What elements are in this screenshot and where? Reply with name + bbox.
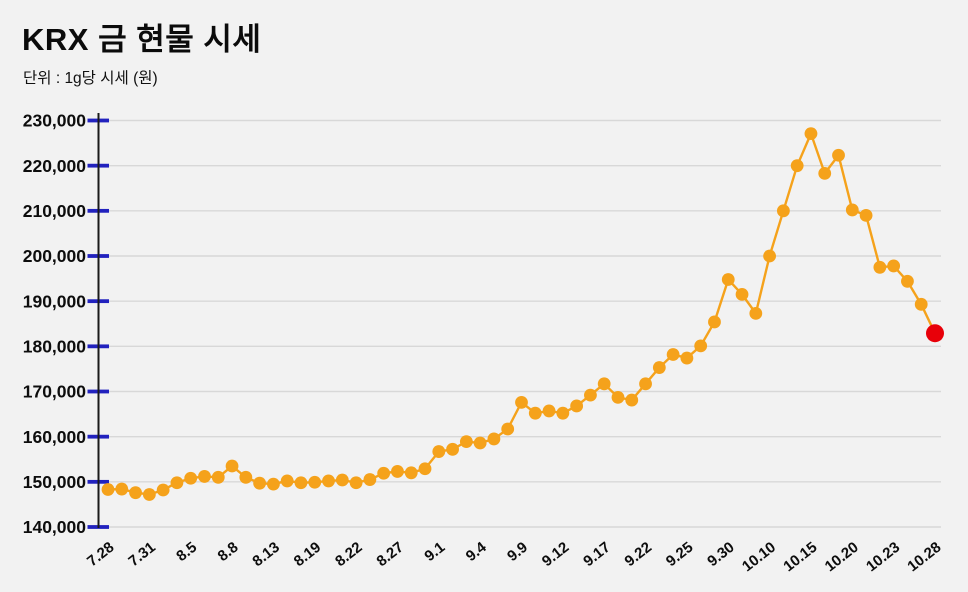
data-point bbox=[528, 406, 542, 420]
data-point bbox=[845, 203, 859, 217]
y-axis-label: 190,000 bbox=[23, 291, 87, 311]
data-point bbox=[708, 315, 721, 329]
data-point bbox=[198, 470, 211, 483]
data-point bbox=[901, 274, 914, 288]
x-axis-label: 10.23 bbox=[863, 539, 903, 576]
data-point bbox=[446, 442, 459, 456]
x-axis-label: 9.25 bbox=[663, 539, 696, 570]
y-axis-label: 200,000 bbox=[23, 246, 87, 266]
data-point bbox=[115, 482, 129, 496]
data-point bbox=[156, 483, 170, 497]
data-point bbox=[280, 474, 294, 488]
data-point bbox=[597, 377, 611, 391]
data-point bbox=[363, 473, 377, 486]
x-axis-label: 7.31 bbox=[125, 539, 158, 570]
latest-data-point bbox=[926, 324, 944, 343]
data-point bbox=[225, 459, 239, 473]
data-point bbox=[170, 476, 184, 490]
y-axis-label: 180,000 bbox=[23, 337, 87, 357]
data-point bbox=[501, 422, 515, 436]
data-point bbox=[142, 488, 156, 501]
data-point bbox=[239, 470, 253, 484]
x-axis-label: 8.13 bbox=[249, 539, 282, 570]
data-point bbox=[335, 473, 349, 487]
x-axis-label: 9.12 bbox=[539, 539, 572, 570]
data-point bbox=[721, 273, 735, 286]
data-point bbox=[349, 476, 363, 490]
data-point bbox=[914, 297, 928, 311]
data-point bbox=[404, 466, 418, 480]
data-point bbox=[625, 393, 639, 407]
data-point bbox=[294, 476, 308, 490]
data-point bbox=[887, 259, 901, 273]
data-point bbox=[391, 465, 404, 478]
y-axis-label: 220,000 bbox=[23, 156, 87, 176]
data-point bbox=[267, 477, 280, 491]
data-point bbox=[873, 260, 887, 274]
data-point bbox=[556, 406, 570, 420]
page-title: KRX 금 현물 시세 bbox=[22, 22, 262, 57]
x-axis-label: 10.20 bbox=[822, 539, 862, 576]
x-axis-label: 9.1 bbox=[421, 539, 448, 565]
data-point bbox=[101, 483, 115, 496]
x-axis-label: 10.15 bbox=[780, 539, 820, 576]
data-point bbox=[790, 159, 804, 173]
unit-label: 단위 : 1g당 시세 (원) bbox=[23, 70, 158, 87]
data-point bbox=[377, 466, 391, 480]
data-point bbox=[211, 470, 225, 484]
data-point bbox=[308, 475, 322, 489]
x-axis-label: 10.10 bbox=[739, 539, 779, 576]
x-axis-label: 9.17 bbox=[580, 539, 613, 570]
data-point bbox=[487, 432, 501, 446]
data-point bbox=[515, 395, 528, 409]
data-point bbox=[804, 127, 818, 140]
data-point bbox=[694, 339, 708, 353]
data-point bbox=[322, 474, 335, 488]
data-point bbox=[776, 204, 790, 218]
price-line bbox=[106, 132, 937, 496]
data-point bbox=[652, 361, 666, 374]
data-point bbox=[749, 306, 763, 320]
data-point bbox=[639, 377, 652, 391]
data-point bbox=[611, 390, 625, 404]
data-point bbox=[584, 388, 597, 402]
y-axis-label: 160,000 bbox=[23, 427, 87, 447]
data-point bbox=[859, 208, 873, 222]
y-axis-label: 170,000 bbox=[23, 382, 87, 402]
x-axis-label: 9.22 bbox=[622, 539, 655, 570]
y-axis-label: 230,000 bbox=[23, 111, 87, 131]
data-point bbox=[666, 348, 680, 361]
data-point bbox=[832, 148, 845, 162]
data-point bbox=[542, 404, 556, 418]
x-axis-label: 8.22 bbox=[332, 539, 365, 570]
x-axis-label: 9.9 bbox=[504, 539, 531, 565]
data-point bbox=[184, 471, 198, 485]
data-point bbox=[459, 435, 473, 449]
x-axis-label: 9.4 bbox=[463, 538, 490, 565]
data-point bbox=[432, 445, 446, 458]
data-point bbox=[418, 462, 432, 476]
data-point bbox=[763, 249, 776, 263]
x-axis-label: 10.28 bbox=[904, 539, 944, 576]
x-axis-label: 8.5 bbox=[173, 539, 200, 565]
data-point bbox=[818, 166, 832, 180]
x-axis-label: 7.28 bbox=[84, 539, 117, 570]
x-axis-label: 8.19 bbox=[291, 539, 324, 570]
x-axis-label: 8.27 bbox=[373, 539, 406, 570]
data-point bbox=[253, 476, 267, 490]
x-axis-label: 9.30 bbox=[704, 539, 737, 570]
x-axis-label: 8.8 bbox=[215, 539, 242, 565]
data-point bbox=[570, 399, 584, 413]
data-point bbox=[473, 436, 487, 450]
data-point bbox=[129, 486, 142, 500]
data-point bbox=[735, 287, 749, 301]
y-axis-label: 140,000 bbox=[23, 517, 87, 537]
y-axis-label: 150,000 bbox=[23, 472, 87, 492]
y-axis-label: 210,000 bbox=[23, 201, 87, 221]
data-point bbox=[680, 351, 694, 365]
